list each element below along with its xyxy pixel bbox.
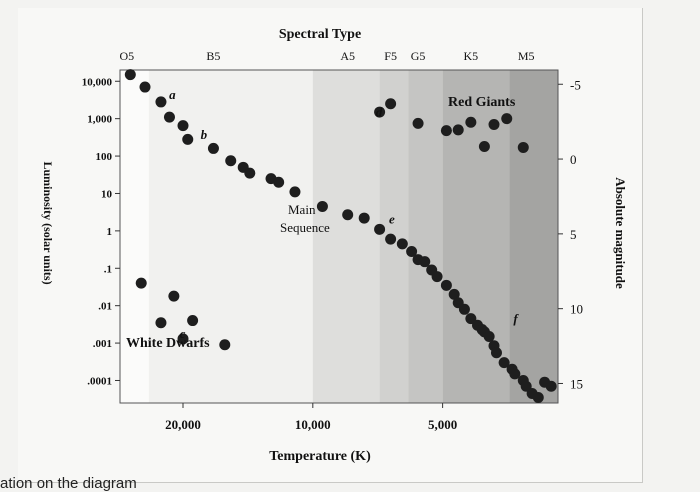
page-sheet: 10,000 1,000 100 10 1 .1 .01 .001 .0001 -5 0 5 10 15 2… — [18, 8, 643, 483]
data-points — [124, 69, 557, 404]
red-giants-point — [412, 117, 424, 129]
main-sequence-point — [155, 96, 167, 108]
white-dwarfs-point — [177, 333, 189, 345]
plot-frame — [119, 69, 559, 404]
main-sequence-point — [177, 120, 189, 132]
main-sequence-point — [419, 256, 431, 268]
y-tick-label: .001 — [93, 338, 112, 350]
label-red-giants: Red Giants — [448, 95, 516, 110]
y-tick-label: 10,000 — [82, 76, 113, 88]
main-sequence-point — [316, 200, 328, 212]
annotation-e: e — [389, 211, 395, 226]
spectral-bands — [120, 70, 558, 403]
y-tick-label: .01 — [98, 301, 112, 313]
x-tick-label: 10,000 — [295, 417, 331, 432]
main-sequence-point — [396, 238, 408, 250]
label-main: Main — [288, 202, 316, 217]
y-tick-label: .0001 — [87, 375, 112, 387]
main-sequence-point — [458, 303, 470, 315]
x-axis-label: Temperature (K) — [269, 449, 371, 464]
main-sequence-point — [289, 186, 301, 198]
annotation-b: b — [201, 127, 208, 142]
annotation-f: f — [513, 311, 519, 326]
magnitude-tick-label: -5 — [570, 77, 581, 92]
annotation-c: c — [180, 326, 186, 341]
magnitude-tick-label: 15 — [570, 376, 583, 391]
spectral-type-label: G5 — [411, 49, 426, 63]
y-tick-label: 1,000 — [87, 114, 112, 126]
red-giants-point — [517, 141, 529, 153]
red-giants-point — [488, 118, 500, 130]
main-sequence-point — [490, 347, 502, 359]
main-sequence-point — [225, 155, 237, 167]
white-dwarfs-point — [155, 317, 167, 329]
main-sequence-point — [182, 133, 194, 145]
main-sequence-point — [273, 176, 285, 188]
main-sequence-point — [431, 271, 443, 283]
annotation-d: d — [376, 105, 383, 120]
main-sequence-point — [509, 368, 521, 380]
chart-title: Spectral Type — [279, 27, 361, 42]
main-sequence-point — [440, 279, 452, 291]
white-dwarfs-point — [135, 277, 147, 289]
spectral-band — [312, 70, 380, 403]
main-sequence-point — [385, 233, 397, 245]
red-giants-point — [501, 113, 513, 125]
red-giants-point — [478, 141, 490, 153]
magnitude-tick-label: 10 — [570, 302, 583, 317]
red-giants-point — [440, 125, 452, 137]
main-sequence-point — [124, 69, 136, 81]
spectral-type-label: F5 — [384, 49, 397, 63]
white-dwarfs-point — [187, 315, 199, 327]
spectral-type-label: M5 — [518, 49, 535, 63]
main-sequence-point — [545, 380, 557, 392]
main-sequence-point — [358, 212, 370, 224]
main-sequence-point — [532, 392, 544, 404]
main-sequence-point — [342, 209, 354, 221]
axes: 10,000 1,000 100 10 1 .1 .01 .001 .0001 -5 0 5 10 15 2… — [82, 49, 583, 432]
main-sequence-point — [207, 142, 219, 154]
red-giants-point — [465, 116, 477, 128]
magnitude-tick-label: 0 — [570, 152, 577, 167]
spectral-band — [148, 70, 313, 403]
x-tick-label: 5,000 — [428, 417, 457, 432]
red-giants-point — [385, 98, 397, 110]
label-white-dwarfs: White Dwarfs — [126, 336, 210, 351]
spectral-type-label: K5 — [464, 49, 479, 63]
y-axis-label-left: Luminosity (solar units) — [41, 161, 55, 284]
spectral-band — [509, 70, 558, 403]
main-sequence-point — [483, 330, 495, 342]
page-caption: ation on the diagram — [0, 475, 137, 492]
main-sequence-point — [163, 111, 175, 123]
main-sequence-point — [244, 167, 256, 179]
red-giants-point — [452, 124, 464, 136]
spectral-type-label: B5 — [206, 49, 220, 63]
spectral-type-label: O5 — [119, 49, 134, 63]
hr-diagram-chart: 10,000 1,000 100 10 1 .1 .01 .001 .0001 -5 0 5 10 15 2… — [41, 27, 628, 464]
red-giants-point — [374, 106, 386, 118]
label-sequence: Sequence — [280, 220, 330, 235]
white-dwarfs-point — [219, 339, 231, 351]
y-tick-label: 1 — [107, 226, 113, 238]
main-sequence-point — [448, 288, 460, 300]
y-tick-label: 10 — [101, 188, 113, 200]
main-sequence-point — [498, 357, 510, 369]
y-axis-label-right: Absolute magnitude — [613, 177, 628, 289]
y-tick-label: 100 — [96, 151, 113, 163]
y-tick-label: .1 — [104, 263, 112, 275]
chart-labels: a b c d e f Main Sequence Red Giants White Dwarfs — [126, 87, 519, 351]
x-tick-label: 20,000 — [165, 417, 201, 432]
magnitude-tick-label: 5 — [570, 227, 577, 242]
spectral-band — [408, 70, 443, 403]
spectral-type-label: A5 — [340, 49, 355, 63]
annotation-a: a — [169, 87, 176, 102]
main-sequence-point — [406, 246, 418, 258]
main-sequence-point — [374, 223, 386, 235]
white-dwarfs-point — [168, 290, 180, 302]
main-sequence-point — [139, 81, 151, 93]
